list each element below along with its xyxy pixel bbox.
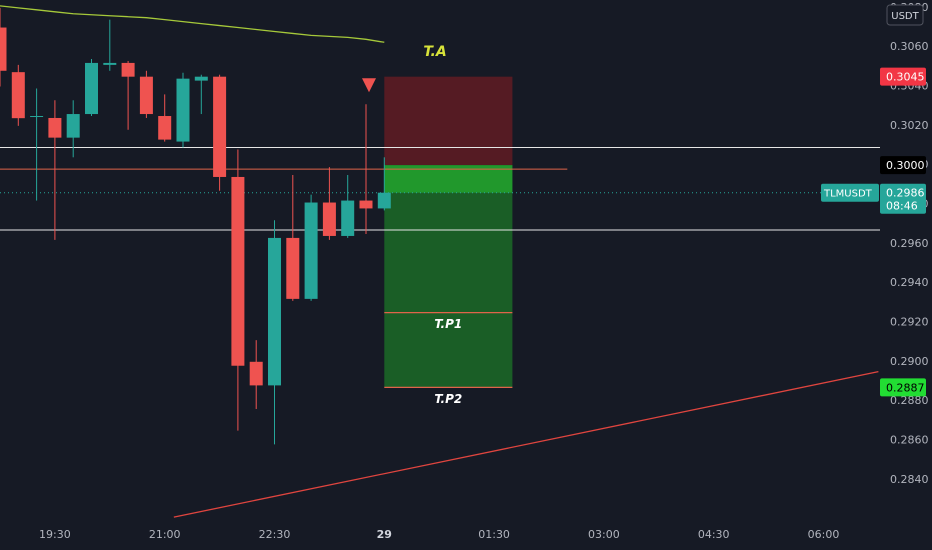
candle-body xyxy=(286,237,300,299)
y-tick-label: 0.2960 xyxy=(890,237,929,250)
y-tick-label: 0.2880 xyxy=(890,394,929,407)
plot-area xyxy=(0,5,880,518)
x-tick-label: 01:30 xyxy=(478,528,510,541)
y-tick-label: 0.2900 xyxy=(890,355,929,368)
annotation: T.P1 xyxy=(434,317,462,331)
currency-label: USDT xyxy=(891,11,919,22)
entry-badge xyxy=(880,156,926,175)
candle-body xyxy=(176,78,190,142)
x-tick-label: 03:00 xyxy=(588,528,620,541)
y-tick-label: 0.2840 xyxy=(890,473,929,486)
x-tick-label: 06:00 xyxy=(808,528,840,541)
y-tick-label: 0.2920 xyxy=(890,315,929,328)
stop-zone xyxy=(384,76,513,166)
candle-body xyxy=(359,200,373,209)
y-tick-label: 0.3020 xyxy=(890,119,929,132)
x-tick-label: 21:00 xyxy=(149,528,181,541)
candle-body xyxy=(194,76,208,81)
candle-body xyxy=(11,72,25,119)
candle-body xyxy=(231,176,245,366)
moving-average xyxy=(0,5,385,43)
y-tick-label: 0.3060 xyxy=(890,40,929,53)
entry-badge-label: 0.3000 xyxy=(886,159,925,172)
symbol-label: TLMUSDT xyxy=(823,189,873,200)
sell-signal xyxy=(362,78,376,93)
candle-body xyxy=(103,62,117,65)
symbol-badge xyxy=(821,183,879,202)
profit-zone xyxy=(384,165,513,193)
candle-body xyxy=(30,116,44,118)
tp2-badge xyxy=(880,378,926,397)
x-tick-label: 29 xyxy=(377,528,392,541)
candle-body xyxy=(85,62,98,115)
candle-body xyxy=(377,192,391,209)
x-tick-label: 04:30 xyxy=(698,528,730,541)
countdown-label: 08:46 xyxy=(886,200,918,213)
candle-body xyxy=(268,237,281,386)
annotation: T.P2 xyxy=(434,392,462,406)
candle-body xyxy=(121,62,135,77)
y-tick-label: 0.2860 xyxy=(890,433,929,446)
candle-body xyxy=(66,114,80,138)
price-label: 0.2986 xyxy=(886,187,925,200)
stop-badge-label: 0.3045 xyxy=(886,71,925,84)
candle-body xyxy=(322,202,336,236)
candle-body xyxy=(304,202,318,299)
price-badge xyxy=(880,183,926,214)
candle-body xyxy=(139,76,153,115)
candle-body xyxy=(213,76,227,177)
target-zone xyxy=(384,165,513,388)
x-tick-label: 19:30 xyxy=(39,528,71,541)
currency-box xyxy=(886,4,924,26)
tp2-badge-label: 0.2887 xyxy=(886,381,925,394)
stop-badge xyxy=(880,67,926,86)
candle-body xyxy=(48,117,62,138)
y-tick-label: 0.2940 xyxy=(890,276,929,289)
x-tick-label: 22:30 xyxy=(259,528,291,541)
candle-body xyxy=(249,361,263,386)
candle-body xyxy=(341,200,355,236)
price-axis: 0.2840 0.2860 0.2880 0.2900 0.2920 0.2940 0.29… xyxy=(821,1,929,486)
trendline xyxy=(173,370,879,518)
candle-body xyxy=(158,116,172,140)
annotation: T.A xyxy=(423,44,446,60)
candle-body xyxy=(0,27,7,71)
